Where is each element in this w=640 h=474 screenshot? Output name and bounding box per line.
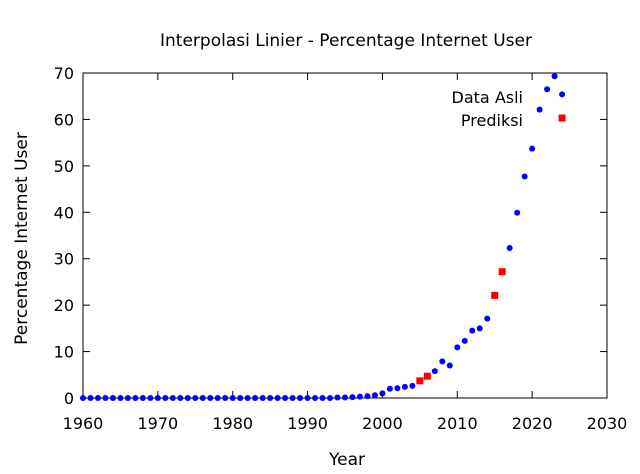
data-asli-point	[521, 173, 528, 180]
plot-frame	[82, 72, 608, 399]
y-tick-label: 40	[54, 203, 74, 222]
x-tick-label: 2000	[362, 414, 403, 433]
data-asli-point	[439, 358, 446, 365]
y-tick-label: 70	[54, 64, 74, 83]
prediksi-point	[416, 377, 424, 385]
data-asli-point	[431, 368, 438, 375]
x-axis-label: Year	[328, 450, 365, 470]
data-asli-point	[364, 393, 371, 400]
data-asli-point	[379, 390, 386, 397]
data-asli-point	[529, 145, 536, 152]
data-asli-point	[80, 395, 86, 401]
x-tick-label: 1990	[287, 414, 328, 433]
data-asli-point	[304, 395, 311, 401]
y-axis-label: Percentage Internet User	[12, 132, 32, 345]
data-asli-point	[259, 395, 266, 401]
data-asli-point	[252, 395, 259, 401]
x-tick-label: 1970	[137, 414, 178, 433]
prediksi-point	[498, 268, 506, 276]
data-asli-point	[162, 395, 169, 401]
y-tick-label: 50	[54, 157, 74, 176]
data-asli-point	[461, 337, 468, 344]
data-asli-point	[124, 395, 131, 401]
x-tick-label: 2010	[437, 414, 478, 433]
data-asli-point	[199, 395, 206, 401]
data-asli-point	[267, 395, 274, 401]
data-asli-point	[476, 325, 483, 332]
data-asli-point	[139, 395, 146, 401]
data-asli-point	[327, 395, 334, 401]
data-asli-point	[409, 382, 416, 389]
data-asli-point	[229, 395, 236, 401]
data-asli-point	[94, 395, 101, 401]
x-tick-label: 1960	[63, 414, 104, 433]
data-asli-point	[386, 385, 393, 392]
data-asli-point	[192, 395, 199, 401]
prediksi-point	[423, 372, 431, 380]
data-asli-point	[371, 392, 378, 399]
x-tick-label: 2020	[512, 414, 553, 433]
legend-label-prediksi: Prediksi	[461, 111, 523, 130]
y-tick-label: 30	[54, 250, 74, 269]
data-asli-point	[394, 385, 401, 392]
data-asli-point	[132, 395, 139, 401]
data-asli-point	[207, 395, 214, 401]
data-asli-point	[274, 395, 281, 401]
data-asli-point	[544, 86, 551, 93]
data-asli-point	[319, 395, 326, 401]
legend: Data Asli Prediksi	[452, 88, 523, 130]
data-points	[80, 73, 566, 401]
prediksi-point	[558, 114, 566, 122]
data-asli-point	[356, 393, 363, 400]
data-asli-point	[102, 395, 109, 401]
data-asli-point	[559, 91, 566, 98]
data-asli-point	[551, 73, 558, 80]
data-asli-point	[342, 394, 348, 401]
data-asli-point	[514, 209, 521, 216]
data-asli-point	[334, 394, 341, 401]
plot-border	[82, 72, 608, 399]
data-asli-point	[506, 245, 513, 252]
data-asli-point	[154, 395, 161, 401]
data-asli-point	[184, 395, 191, 401]
y-tick-label: 0	[64, 389, 74, 408]
data-asli-point	[222, 395, 229, 401]
data-asli-point	[244, 395, 251, 401]
data-asli-point	[536, 106, 543, 113]
y-tick-label: 20	[54, 296, 74, 315]
data-asli-point	[289, 395, 296, 401]
y-tick-label: 10	[54, 343, 74, 362]
data-asli-point	[297, 395, 304, 401]
data-asli-point	[484, 315, 491, 322]
data-asli-point	[282, 395, 289, 401]
data-asli-point	[117, 395, 124, 401]
data-asli-point	[87, 395, 94, 401]
y-axis-ticks: 0 10 20 30 40 50 60 70	[54, 64, 607, 408]
data-asli-point	[469, 327, 476, 334]
x-tick-label: 2030	[587, 414, 628, 433]
data-asli-point	[177, 395, 184, 401]
data-asli-point	[312, 395, 319, 401]
data-asli-point	[446, 362, 453, 369]
data-asli-point	[349, 394, 356, 401]
data-asli-point	[454, 344, 461, 351]
x-tick-label: 1980	[212, 414, 253, 433]
prediksi-point	[491, 291, 499, 299]
data-asli-point	[147, 395, 154, 401]
data-asli-point	[109, 395, 116, 401]
y-tick-label: 60	[54, 110, 74, 129]
data-asli-point	[214, 395, 221, 401]
data-asli-point	[169, 395, 176, 401]
legend-label-data-asli: Data Asli	[452, 88, 523, 107]
data-asli-point	[401, 383, 408, 390]
data-asli-point	[237, 395, 244, 401]
x-axis-ticks: 1960 1970 1980 1990 2000 2010 2020 2030	[63, 73, 628, 433]
chart-title: Interpolasi Linier - Percentage Internet…	[160, 31, 532, 51]
